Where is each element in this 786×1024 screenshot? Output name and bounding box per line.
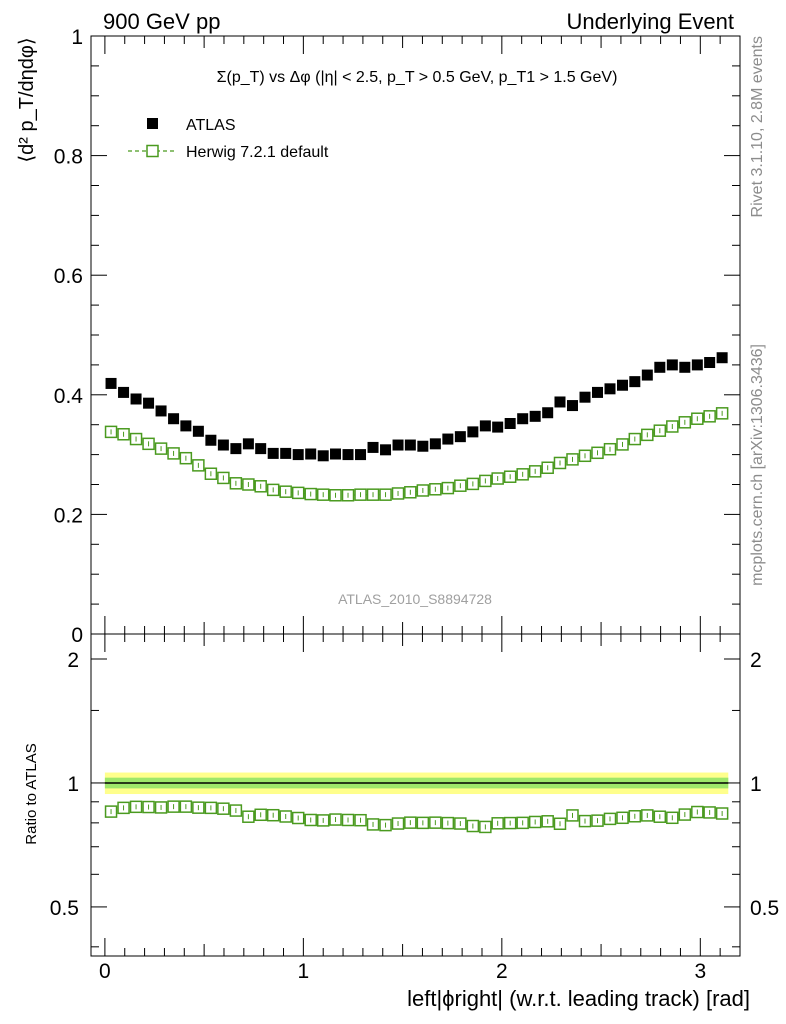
atlas-point bbox=[404, 439, 416, 451]
atlas-point bbox=[155, 405, 167, 417]
ratio-y-tick-label-left: 2 bbox=[67, 649, 79, 672]
y-tick-label: 0.8 bbox=[54, 146, 83, 169]
legend-marker-atlas bbox=[147, 118, 158, 129]
atlas-point bbox=[442, 433, 454, 445]
ratio-y-tick-label-left: 0.5 bbox=[50, 897, 79, 920]
atlas-point bbox=[504, 418, 516, 430]
series-herwig-main bbox=[104, 407, 729, 502]
watermark: ATLAS_2010_S8894728 bbox=[338, 591, 492, 607]
ratio-ticks bbox=[91, 634, 740, 956]
atlas-point bbox=[604, 383, 616, 395]
atlas-point bbox=[666, 359, 678, 371]
atlas-point bbox=[429, 438, 441, 450]
atlas-point bbox=[143, 397, 155, 409]
atlas-point bbox=[579, 391, 591, 403]
atlas-point bbox=[517, 413, 529, 425]
legend: ATLAS Herwig 7.2.1 default bbox=[128, 117, 329, 161]
ratio-y-axis-label: Ratio to ATLAS bbox=[23, 743, 40, 844]
atlas-point bbox=[242, 438, 254, 450]
ratio-y-tick-label-right: 2 bbox=[750, 649, 762, 672]
atlas-point bbox=[330, 448, 342, 460]
atlas-point bbox=[342, 449, 354, 461]
series-herwig-ratio bbox=[104, 800, 729, 834]
y-tick-label: 0.4 bbox=[54, 385, 84, 408]
atlas-point bbox=[417, 440, 429, 452]
x-tick-labels: 0 1 2 3 bbox=[99, 960, 706, 983]
atlas-point bbox=[255, 443, 267, 455]
atlas-point bbox=[168, 413, 180, 425]
rivet-label: Rivet 3.1.10, 2.8M events bbox=[749, 36, 766, 217]
atlas-point bbox=[317, 450, 329, 462]
x-tick-label: 3 bbox=[694, 960, 706, 983]
ratio-y-tick-label-left: 1 bbox=[67, 773, 79, 796]
main-y-axis-label: ⟨d² p_T/dηdφ⟩ bbox=[16, 37, 38, 162]
atlas-point bbox=[267, 447, 279, 459]
atlas-point bbox=[479, 420, 491, 432]
atlas-point bbox=[704, 357, 716, 369]
atlas-point bbox=[280, 447, 292, 459]
ratio-frame bbox=[90, 633, 741, 957]
y-tick-label: 0.2 bbox=[54, 504, 83, 527]
atlas-point bbox=[629, 376, 641, 388]
atlas-point bbox=[180, 420, 192, 432]
legend-marker-herwig bbox=[146, 144, 159, 158]
herwig-line bbox=[110, 412, 723, 496]
y-tick-label: 1 bbox=[71, 26, 83, 49]
atlas-point bbox=[492, 421, 504, 433]
atlas-point bbox=[305, 448, 317, 460]
header-left: 900 GeV pp bbox=[103, 9, 220, 34]
atlas-point bbox=[566, 400, 578, 412]
atlas-point bbox=[192, 425, 204, 437]
atlas-point bbox=[654, 361, 666, 373]
main-title: Σ(p_T) vs Δφ (|η| < 2.5, p_T > 0.5 GeV, … bbox=[217, 69, 618, 86]
atlas-point bbox=[691, 359, 703, 371]
atlas-point bbox=[617, 379, 629, 391]
ratio-y-tick-label-right: 1 bbox=[750, 773, 762, 796]
atlas-point bbox=[367, 441, 379, 453]
legend-label-herwig: Herwig 7.2.1 default bbox=[186, 144, 329, 161]
atlas-point bbox=[392, 439, 404, 451]
atlas-point bbox=[554, 396, 566, 408]
atlas-point bbox=[641, 369, 653, 381]
x-tick-label: 2 bbox=[496, 960, 508, 983]
atlas-point bbox=[217, 439, 229, 451]
atlas-point bbox=[591, 386, 603, 398]
atlas-point bbox=[529, 410, 541, 422]
y-tick-label: 0.6 bbox=[54, 265, 83, 288]
x-tick-label: 1 bbox=[298, 960, 310, 983]
atlas-point bbox=[542, 407, 554, 419]
atlas-point bbox=[230, 443, 242, 455]
atlas-point bbox=[716, 352, 728, 364]
legend-label-atlas: ATLAS bbox=[186, 117, 236, 134]
ratio-y-tick-label-right: 0.5 bbox=[750, 897, 779, 920]
x-axis-label: left|ϕright| (w.r.t. leading track) [rad… bbox=[407, 986, 750, 1011]
x-tick-label: 0 bbox=[99, 960, 111, 983]
atlas-point bbox=[679, 361, 691, 373]
series-atlas bbox=[105, 352, 728, 462]
atlas-point bbox=[380, 444, 392, 456]
atlas-point bbox=[292, 449, 304, 461]
ratio-panel: 0.5 0.5 1 1 2 2 0 1 2 3 Ratio to ATLAS left|ϕrig… bbox=[23, 633, 779, 1011]
atlas-point bbox=[454, 431, 466, 443]
main-y-tick-labels: 0 0.2 0.4 0.6 0.8 1 bbox=[54, 26, 84, 647]
atlas-point bbox=[355, 449, 367, 461]
header-right: Underlying Event bbox=[566, 9, 734, 34]
y-tick-label: 0 bbox=[71, 624, 83, 647]
main-ticks bbox=[91, 35, 740, 635]
ratio-y-tick-labels: 0.5 0.5 1 1 2 2 bbox=[50, 649, 779, 920]
atlas-point bbox=[130, 393, 142, 405]
main-panel: 0 0.2 0.4 0.6 0.8 1 Σ(p_T) vs Δφ (|η| < 2.5, … bbox=[16, 26, 741, 647]
atlas-point bbox=[467, 426, 479, 438]
atlas-point bbox=[105, 377, 117, 389]
atlas-point bbox=[118, 386, 130, 398]
atlas-point bbox=[205, 434, 217, 446]
mcplots-label: mcplots.cern.ch [arXiv:1306.3436] bbox=[749, 344, 766, 586]
